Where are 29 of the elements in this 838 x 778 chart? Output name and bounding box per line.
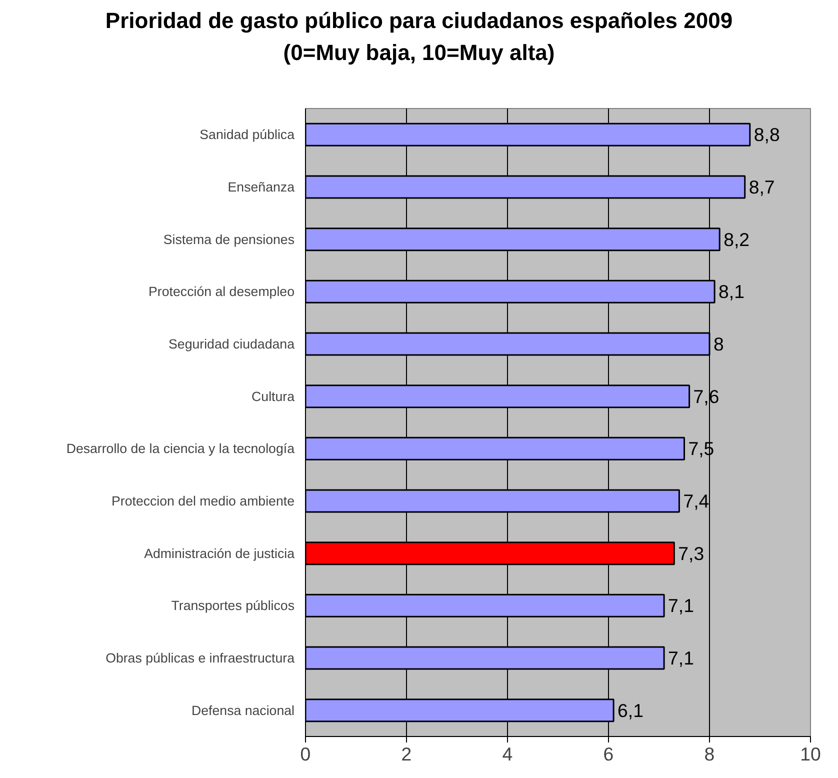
y-tick-label: Defensa nacional (192, 702, 295, 718)
x-tick-label: 4 (502, 744, 513, 764)
chart-title: Prioridad de gasto público para ciudadanos españoles 2009 (0=Muy baja, 10=Muy alta) (104, 7, 734, 67)
y-tick-label: Protección al desempleo (148, 284, 294, 300)
x-tick-label: 10 (800, 744, 821, 764)
data-label: 7,1 (668, 595, 694, 616)
y-tick-label: Transportes públicos (171, 598, 295, 614)
data-label: 8,1 (718, 281, 744, 302)
y-tick-label: Seguridad ciudadana (168, 336, 296, 352)
data-label: 8 (714, 334, 724, 354)
data-label: 7,1 (668, 648, 694, 668)
x-tick-label: 0 (300, 744, 311, 764)
y-tick-label: Sistema de pensiones (163, 232, 295, 247)
x-tick-label: 8 (704, 744, 715, 764)
data-label: 8,2 (724, 228, 750, 250)
data-label: 7,3 (678, 542, 704, 564)
data-label: 7,4 (683, 490, 710, 512)
y-tick-label: Sanidad pública (200, 127, 296, 142)
y-tick-label: Administración de justicia (144, 546, 296, 561)
y-tick-label: Proteccion del medio ambiente (112, 494, 295, 508)
data-label: 8,8 (754, 124, 780, 146)
y-tick-label: Enseñanza (228, 180, 296, 194)
y-tick-label: Desarrollo de la ciencia y la tecnología (66, 441, 296, 456)
y-tick-label: Cultura (252, 388, 296, 404)
y-tick-label: Obras públicas e infraestructura (106, 650, 296, 666)
data-label: 6,1 (618, 700, 644, 721)
x-tick-label: 2 (401, 744, 412, 764)
data-label: 8,7 (748, 176, 775, 198)
x-tick-label: 6 (603, 744, 614, 764)
